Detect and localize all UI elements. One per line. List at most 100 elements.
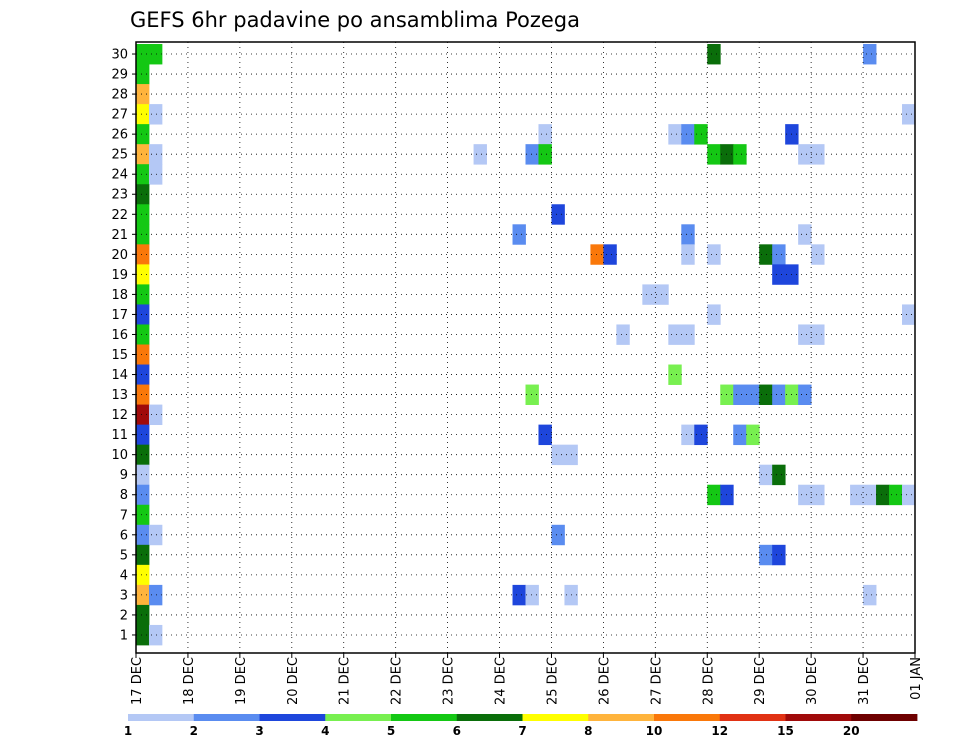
colorbar-label: 8 — [584, 724, 592, 738]
x-tick-label: 19 DEC — [234, 657, 249, 705]
y-tick-label: 14 — [111, 368, 128, 383]
heatmap-cell — [616, 324, 630, 345]
heatmap-cell — [850, 484, 877, 506]
y-tick-label: 21 — [111, 228, 128, 243]
y-axis: 1234567891011121314151617181920212223242… — [111, 48, 136, 643]
colorbar-label: 20 — [843, 724, 860, 738]
colorbar-swatch — [522, 714, 589, 721]
heatmap-cell — [136, 344, 150, 365]
y-tick-label: 2 — [120, 608, 128, 623]
y-tick-label: 7 — [120, 508, 128, 523]
x-tick-label: 21 DEC — [338, 657, 353, 705]
x-tick-label: 28 DEC — [701, 657, 716, 705]
y-tick-label: 28 — [111, 88, 128, 103]
colorbar-label: 10 — [646, 724, 663, 738]
heatmap-cell — [136, 64, 150, 85]
heatmap-cell — [889, 484, 903, 506]
chart-title: GEFS 6hr padavine po ansamblima Pozega — [130, 8, 580, 32]
heatmap-cell — [863, 44, 877, 65]
x-tick-label: 30 DEC — [805, 657, 820, 705]
heatmap-cell — [551, 444, 578, 466]
heatmap-cell — [136, 264, 150, 285]
heatmap-cell — [148, 104, 163, 125]
colorbar-label: 2 — [190, 724, 198, 738]
x-tick-label: 25 DEC — [545, 657, 560, 705]
y-tick-label: 23 — [111, 188, 128, 203]
heatmap-cell — [136, 164, 150, 185]
y-tick-label: 13 — [111, 388, 128, 403]
colorbar-label: 4 — [321, 724, 329, 738]
colorbar-label: 15 — [777, 724, 794, 738]
heatmap-cell — [136, 204, 150, 225]
heatmap-cell — [148, 524, 163, 546]
heatmap-cell — [681, 224, 695, 245]
colorbar-swatch — [785, 714, 852, 721]
x-tick-label: 23 DEC — [442, 657, 457, 705]
x-tick-label: 27 DEC — [649, 657, 664, 705]
heatmap-cell — [525, 384, 539, 405]
heatmap-cell — [136, 464, 150, 486]
colorbar-swatch — [588, 714, 655, 721]
heatmap-cell — [473, 144, 487, 165]
heatmap-cell — [772, 384, 786, 405]
y-tick-label: 29 — [111, 68, 128, 83]
y-tick-label: 11 — [111, 428, 128, 443]
heatmap-cell — [538, 424, 552, 446]
heatmap-cell — [863, 584, 877, 606]
heatmap-cell — [148, 44, 163, 65]
heatmap-cell — [136, 324, 150, 345]
colorbar-label: 12 — [711, 724, 728, 738]
y-tick-label: 6 — [120, 528, 128, 543]
heatmap-cell — [525, 144, 539, 165]
heatmap-cell — [772, 264, 799, 285]
x-tick-label: 31 DEC — [857, 657, 872, 705]
heatmap-cell — [136, 224, 150, 245]
heatmap-cell — [772, 244, 786, 265]
heatmap-cell — [746, 424, 760, 446]
heatmap-cell — [136, 84, 150, 105]
heatmap-cell — [136, 604, 150, 626]
heatmap-cell — [902, 484, 916, 506]
y-tick-label: 9 — [120, 468, 128, 483]
heatmap-cell — [798, 224, 812, 245]
heatmap-cell — [136, 184, 150, 205]
heatmap-cell — [148, 404, 163, 426]
heatmap-cell — [733, 424, 747, 446]
heatmap-cell — [136, 424, 150, 446]
heatmap-cell — [136, 484, 150, 506]
colorbar-swatch — [719, 714, 786, 721]
y-tick-label: 18 — [111, 288, 128, 303]
heatmap-cell — [707, 244, 721, 265]
y-tick-label: 1 — [120, 628, 128, 643]
y-tick-label: 8 — [120, 488, 128, 503]
heatmap-cell — [681, 124, 695, 145]
colorbar-label: 3 — [255, 724, 263, 738]
x-tick-label: 01 JAN — [909, 657, 924, 700]
heatmap-cell — [707, 484, 721, 506]
y-tick-label: 20 — [111, 248, 128, 263]
heatmap-cell — [759, 464, 773, 486]
y-tick-label: 10 — [111, 448, 128, 463]
heatmap-cell — [772, 544, 786, 566]
heatmap-cell — [642, 284, 669, 305]
x-axis: 17 DEC 18 DEC 19 DEC 20 DEC 21 DEC 22 DEC 23 D… — [130, 653, 924, 705]
heatmap-cell — [136, 124, 150, 145]
colorbar-swatch — [325, 714, 392, 721]
heatmap-cell — [136, 104, 150, 125]
heatmap-cell — [136, 524, 150, 546]
plot-frame — [135, 41, 916, 654]
grid-layer — [136, 42, 915, 653]
colorbar-label: 6 — [453, 724, 461, 738]
heatmap-cell — [759, 384, 773, 405]
x-tick-label: 20 DEC — [286, 657, 301, 705]
colorbar-swatch — [193, 714, 260, 721]
y-tick-label: 5 — [120, 548, 128, 563]
colorbar: 1 2 3 4 5 6 7 8 10 12 15 20 — [124, 714, 918, 738]
heatmap-cell — [136, 304, 150, 325]
heatmap-cell — [148, 164, 163, 185]
heatmap-cell — [136, 444, 150, 466]
y-tick-label: 16 — [111, 328, 128, 343]
heatmap-cell — [525, 584, 539, 606]
heatmap-cell — [798, 384, 812, 405]
